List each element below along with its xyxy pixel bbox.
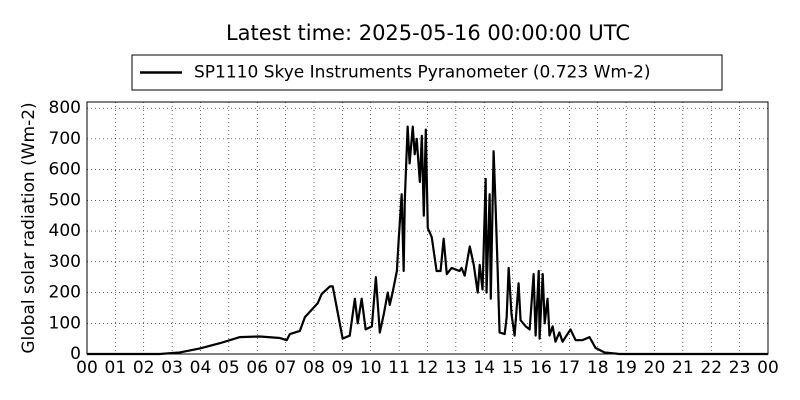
x-tick-label: 22 [700, 358, 722, 378]
x-tick-label: 15 [502, 358, 524, 378]
y-tick-label: 500 [49, 190, 81, 210]
x-tick-label: 06 [246, 358, 268, 378]
x-tick-label: 04 [190, 358, 212, 378]
chart-title: Latest time: 2025-05-16 00:00:00 UTC [226, 21, 630, 45]
y-tick-label: 100 [49, 313, 81, 333]
x-tick-label: 16 [530, 358, 552, 378]
x-tick-label: 12 [417, 358, 439, 378]
x-tick-label: 14 [473, 358, 495, 378]
x-tick-label: 03 [161, 358, 183, 378]
x-tick-label: 10 [360, 358, 382, 378]
y-tick-label: 200 [49, 283, 81, 303]
y-axis-label: Global solar radiation (Wm-2) [19, 102, 39, 353]
x-tick-label: 17 [559, 358, 581, 378]
x-tick-label: 13 [445, 358, 467, 378]
x-tick-label: 07 [275, 358, 297, 378]
x-tick-label: 08 [303, 358, 325, 378]
x-tick-label: 09 [332, 358, 354, 378]
y-tick-label: 300 [49, 252, 81, 272]
x-tick-label: 11 [388, 358, 410, 378]
x-tick-label: 21 [672, 358, 694, 378]
y-tick-label: 400 [49, 221, 81, 241]
x-tick-label: 19 [615, 358, 637, 378]
y-tick-label: 800 [49, 98, 81, 118]
x-tick-label: 18 [587, 358, 609, 378]
x-tick-label: 05 [218, 358, 240, 378]
y-tick-label: 700 [49, 129, 81, 149]
x-tick-label: 02 [133, 358, 155, 378]
x-tick-label: 20 [644, 358, 666, 378]
y-tick-label: 0 [70, 344, 81, 364]
plot-frame [86, 101, 769, 355]
legend-label: SP1110 Skye Instruments Pyranometer (0.7… [194, 63, 651, 83]
data-line [87, 125, 768, 356]
x-tick-label: 01 [105, 358, 127, 378]
x-tick-label: 00 [76, 358, 98, 378]
legend-box [131, 54, 723, 91]
x-tick-label: 00 [757, 358, 779, 378]
y-tick-label: 600 [49, 160, 81, 180]
x-tick-label: 23 [729, 358, 751, 378]
